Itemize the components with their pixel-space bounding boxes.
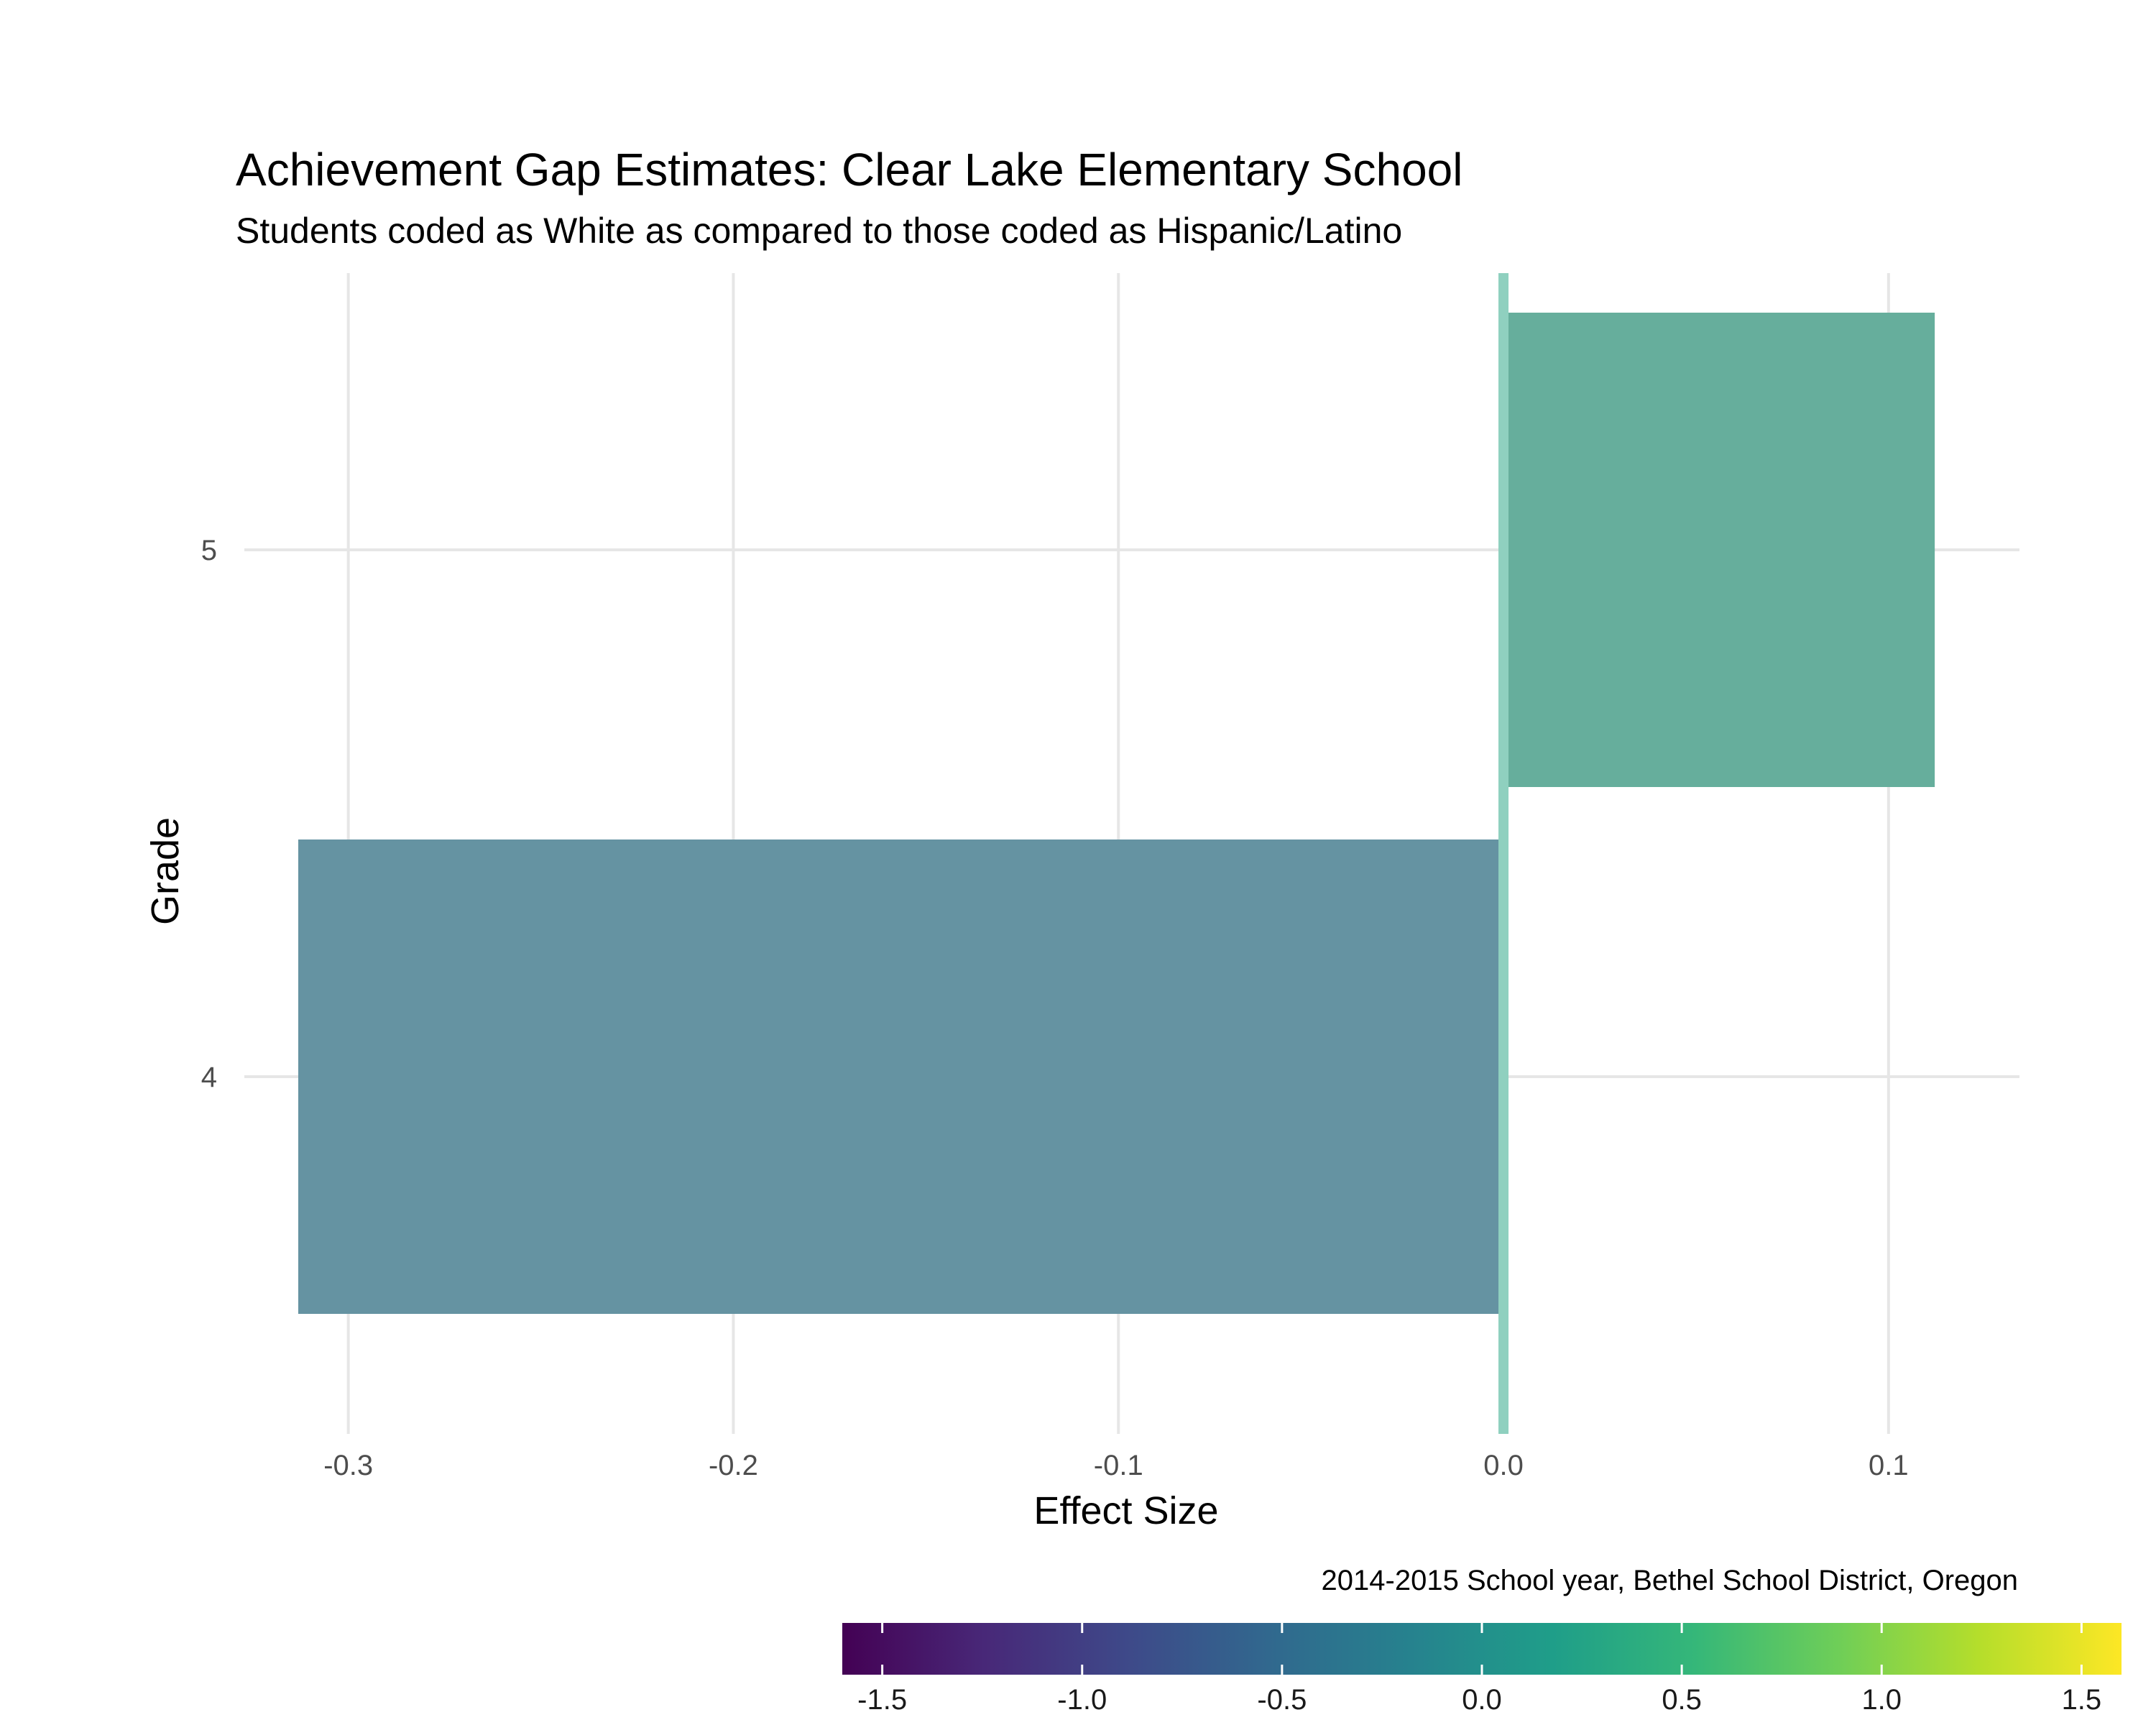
- reference-line-group: [1498, 273, 1509, 1434]
- colorbar-tick-label: 0.5: [1662, 1684, 1702, 1716]
- plot-bars: [298, 313, 1935, 1314]
- colorbar-tick-label: -1.5: [857, 1684, 907, 1716]
- colorbar-tick-label: -1.0: [1057, 1684, 1107, 1716]
- colorbar-legend: -1.5 -1.0 -0.5 0.0 0.5 1.0 1.5: [842, 1623, 2122, 1716]
- colorbar-tick-label: 0.0: [1462, 1684, 1502, 1716]
- x-tick-label: -0.3: [323, 1450, 373, 1481]
- chart-title: Achievement Gap Estimates: Clear Lake El…: [236, 144, 1462, 196]
- bar-grade-5: [1503, 313, 1935, 787]
- colorbar-tick-label: 1.5: [2062, 1684, 2102, 1716]
- chart-subtitle: Students coded as White as compared to t…: [236, 211, 1402, 251]
- x-axis-ticks: -0.3 -0.2 -0.1 0.0 0.1: [323, 1450, 1908, 1481]
- bar-grade-4: [298, 840, 1504, 1314]
- y-axis-ticks: 45: [201, 535, 217, 1093]
- x-tick-label: 0.1: [1869, 1450, 1909, 1481]
- colorbar-tick-label: 1.0: [1861, 1684, 1902, 1716]
- y-tick-label: 4: [201, 1062, 217, 1093]
- x-tick-label: -0.2: [709, 1450, 758, 1481]
- chart-caption: 2014-2015 School year, Bethel School Dis…: [1322, 1565, 2018, 1596]
- colorbar-tick-label: -0.5: [1257, 1684, 1307, 1716]
- y-tick-label: 5: [201, 535, 217, 566]
- x-tick-label: 0.0: [1483, 1450, 1524, 1481]
- y-axis-title: Grade: [144, 817, 187, 925]
- x-tick-label: -0.1: [1094, 1450, 1143, 1481]
- x-axis-title: Effect Size: [1033, 1489, 1218, 1532]
- zero-reference-line: [1498, 273, 1509, 1434]
